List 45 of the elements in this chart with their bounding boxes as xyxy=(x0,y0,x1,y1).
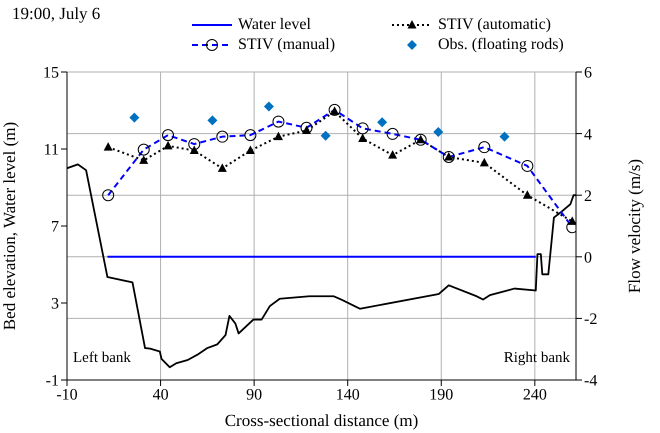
y2-tick-label: 2 xyxy=(584,188,592,205)
y-axis-title: Bed elevation, Water level (m) xyxy=(0,122,20,330)
y2-tick-label: 0 xyxy=(584,249,592,266)
x-tick-label: 40 xyxy=(152,386,169,404)
point xyxy=(207,115,218,126)
y2-tick-label: 4 xyxy=(584,126,592,144)
point xyxy=(104,142,113,151)
point xyxy=(358,134,368,142)
point xyxy=(164,140,173,150)
point xyxy=(388,150,398,159)
point xyxy=(264,101,274,112)
point xyxy=(433,127,444,138)
y2-tick-label: -2 xyxy=(584,311,598,328)
x-tick-label: 140 xyxy=(336,386,360,404)
point xyxy=(320,130,331,141)
y2-tick-label: -4 xyxy=(584,372,598,390)
y2-axis-title: Flow velocity (m/s) xyxy=(625,158,644,294)
point xyxy=(246,146,255,154)
point xyxy=(190,146,199,154)
point xyxy=(522,190,532,199)
y-tick-label: 15 xyxy=(43,64,59,82)
annotation: Right bank xyxy=(502,350,570,367)
x-tick-label: -10 xyxy=(56,386,78,404)
annotation: Left bank xyxy=(73,350,131,367)
legend-label: STIV (manual) xyxy=(238,36,336,54)
x-tick-label: 190 xyxy=(429,386,454,404)
y-tick-label: -1 xyxy=(46,372,59,390)
point xyxy=(480,158,489,166)
y-tick-label: 7 xyxy=(51,218,59,236)
y-tick-label: 11 xyxy=(44,142,59,159)
legend-label: STIV (automatic) xyxy=(438,16,552,34)
point xyxy=(129,112,140,123)
y2-tick-label: 6 xyxy=(584,64,592,82)
point xyxy=(500,132,510,142)
point xyxy=(377,117,388,128)
x-axis-title: Cross-sectional distance (m) xyxy=(224,411,418,430)
chart-title: 19:00, July 6 xyxy=(12,4,100,24)
legend-label: Water level xyxy=(238,16,311,34)
y-tick-label: 3 xyxy=(51,296,59,313)
legend-label: Obs. (floating rods) xyxy=(438,36,564,54)
point xyxy=(274,132,283,140)
x-tick-label: 240 xyxy=(522,386,547,404)
x-tick-label: 90 xyxy=(246,386,262,404)
point xyxy=(218,163,227,172)
point xyxy=(139,155,148,164)
